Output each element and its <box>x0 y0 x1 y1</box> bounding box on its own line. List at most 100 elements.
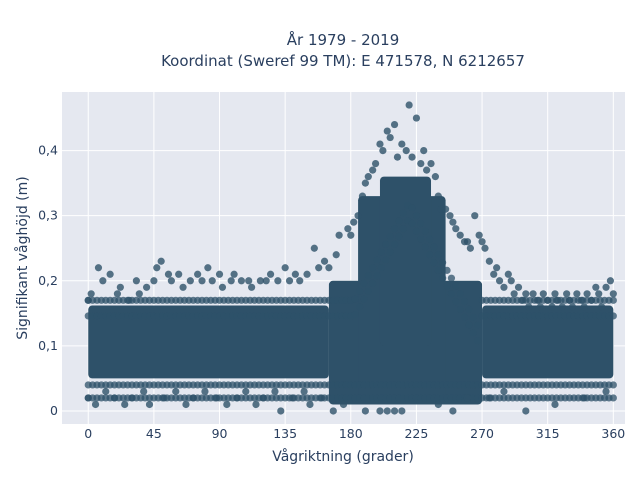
data-point <box>172 387 180 396</box>
data-point <box>252 400 260 409</box>
data-point <box>182 400 190 409</box>
data-point <box>233 394 241 402</box>
data-point <box>563 290 571 298</box>
data-point <box>606 277 615 285</box>
data-point <box>339 400 348 409</box>
data-point <box>495 277 504 285</box>
data-point <box>369 264 377 272</box>
dense-cluster <box>379 176 432 346</box>
data-point <box>116 283 124 291</box>
data-point <box>237 277 246 285</box>
data-point <box>449 218 457 226</box>
data-point <box>361 407 369 415</box>
data-point <box>402 146 410 155</box>
data-point <box>242 387 250 396</box>
data-point <box>382 240 390 248</box>
data-point <box>500 283 508 291</box>
data-point <box>421 227 429 235</box>
data-point <box>245 277 253 285</box>
data-point <box>602 387 610 396</box>
data-point <box>430 258 438 267</box>
data-point <box>558 303 566 311</box>
y-tick-label: 0,2 <box>38 273 58 288</box>
data-point <box>198 277 206 285</box>
data-point <box>135 290 143 298</box>
data-point <box>383 127 391 135</box>
data-point <box>452 298 460 306</box>
data-point <box>485 257 493 265</box>
data-point <box>94 264 103 272</box>
data-point <box>405 101 413 109</box>
data-point <box>291 270 299 278</box>
data-point <box>425 251 434 259</box>
data-point <box>84 296 92 304</box>
data-point <box>580 303 588 311</box>
data-point <box>465 305 473 314</box>
data-point <box>303 270 311 278</box>
data-point <box>390 407 399 415</box>
data-point <box>525 303 533 311</box>
data-point <box>142 283 151 291</box>
data-point <box>609 381 617 389</box>
data-point <box>417 160 425 168</box>
x-axis-title: Vågriktning (grader) <box>272 448 414 465</box>
x-tick-label: 45 <box>146 426 162 441</box>
data-point <box>554 296 562 304</box>
data-point <box>390 225 399 233</box>
data-point <box>369 279 377 287</box>
data-point <box>296 277 304 285</box>
data-point <box>102 387 110 396</box>
data-point <box>434 400 442 409</box>
data-point <box>425 235 434 243</box>
data-point <box>157 257 165 265</box>
data-point <box>577 296 585 304</box>
data-point <box>490 270 498 278</box>
data-point <box>288 394 297 402</box>
data-point <box>87 290 95 298</box>
data-point <box>447 274 456 282</box>
data-point <box>140 387 148 396</box>
data-point <box>364 271 372 280</box>
data-point <box>223 400 231 409</box>
data-point <box>335 231 343 239</box>
data-point <box>376 407 384 415</box>
data-point <box>364 287 372 295</box>
y-tick-label: 0 <box>50 403 58 418</box>
y-tick-label: 0,4 <box>38 143 58 158</box>
data-point <box>510 290 518 298</box>
data-point <box>529 290 537 298</box>
data-point <box>208 277 216 285</box>
data-point <box>390 240 399 248</box>
data-point <box>84 394 92 402</box>
data-point <box>230 270 238 278</box>
data-point <box>430 243 438 251</box>
data-point <box>412 212 421 220</box>
data-point <box>213 394 221 402</box>
x-tick-label: 270 <box>470 426 494 441</box>
data-point <box>215 270 224 278</box>
data-point <box>602 283 610 291</box>
data-point <box>485 394 493 402</box>
data-point <box>507 277 515 285</box>
data-point <box>329 407 337 415</box>
data-point <box>395 217 403 225</box>
y-tick-label: 0,3 <box>38 208 58 223</box>
data-point <box>310 244 318 252</box>
data-point <box>423 166 431 174</box>
data-point <box>478 238 486 246</box>
data-point <box>592 283 600 291</box>
data-point <box>471 212 479 220</box>
data-point <box>189 394 197 402</box>
data-point <box>379 146 387 155</box>
data-point <box>128 394 136 402</box>
data-point <box>522 290 530 298</box>
data-point <box>412 227 421 235</box>
data-point <box>386 133 394 142</box>
data-point <box>412 114 421 122</box>
data-point <box>167 277 175 285</box>
data-point <box>443 282 451 290</box>
data-point <box>99 277 107 285</box>
dense-cluster <box>482 305 614 379</box>
data-point <box>408 153 416 161</box>
